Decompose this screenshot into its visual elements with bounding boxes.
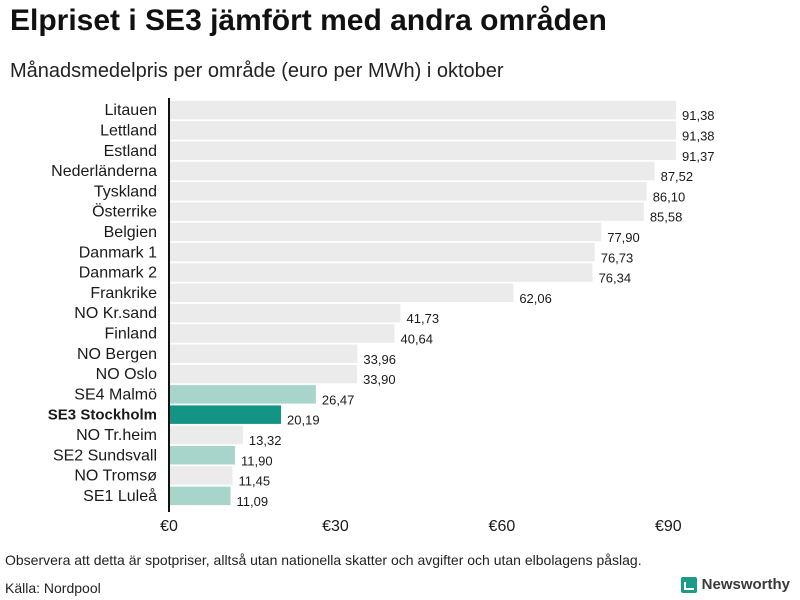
bar-chart: Litauen Lettland Estland Nederländerna Tyskl… <box>48 98 715 535</box>
bar <box>169 303 401 323</box>
value-label: 91,38 <box>682 128 715 143</box>
bar <box>169 344 358 363</box>
bar <box>169 100 677 120</box>
value-label: 86,10 <box>653 189 686 204</box>
category-label: SE4 Malmö <box>74 386 157 403</box>
value-label: 77,90 <box>607 230 640 245</box>
value-label: 33,90 <box>363 372 396 387</box>
bar <box>169 202 644 221</box>
category-label: NO Oslo <box>96 366 157 383</box>
category-label: NO Kr.sand <box>74 305 157 322</box>
bar <box>169 263 593 282</box>
category-label: NO Tr.heim <box>76 427 157 444</box>
value-label: 41,73 <box>407 311 440 326</box>
value-label: 11,90 <box>241 453 273 468</box>
bar <box>169 405 282 424</box>
value-label: 91,38 <box>682 108 715 123</box>
category-label: Lettland <box>100 122 157 139</box>
brand-name: Newsworthy <box>701 576 790 593</box>
category-labels-layer: Litauen Lettland Estland Nederländerna Tyskl… <box>48 102 157 505</box>
newsworthy-logo-icon <box>680 576 697 593</box>
category-label: Danmark 2 <box>79 265 157 282</box>
x-tick-label: €60 <box>489 518 516 535</box>
bar <box>169 446 236 465</box>
chart-subtitle: Månadsmedelpris per område (euro per MWh… <box>10 60 504 82</box>
bar <box>169 182 647 201</box>
category-label: Estland <box>104 143 157 160</box>
category-label: NO Tromsø <box>74 468 157 485</box>
bar <box>169 283 514 303</box>
bar <box>169 385 316 404</box>
value-label: 85,58 <box>650 210 683 225</box>
footnote: Observera att detta är spotpriser, allts… <box>5 552 642 568</box>
bar <box>169 243 595 262</box>
bar <box>169 121 677 140</box>
category-label: Danmark 1 <box>79 244 157 261</box>
x-axis: €0 €30 €60 €90 <box>160 98 682 535</box>
value-label: 91,37 <box>682 149 715 164</box>
category-label: Litauen <box>105 102 158 119</box>
category-label: Frankrike <box>90 285 157 302</box>
category-label: Finland <box>105 325 157 342</box>
value-label: 20,19 <box>287 413 320 428</box>
value-label: 11,09 <box>237 494 269 509</box>
category-label: NO Bergen <box>77 346 157 363</box>
bar <box>169 222 602 242</box>
bar <box>169 466 233 485</box>
value-label: 62,06 <box>519 291 552 306</box>
value-label: 76,73 <box>601 250 634 265</box>
value-label: 33,96 <box>363 352 396 367</box>
value-label: 11,45 <box>239 474 271 489</box>
brand-logo: Newsworthy <box>680 576 790 593</box>
bar <box>169 141 676 160</box>
category-label: SE2 Sundsvall <box>53 447 157 464</box>
value-label: 26,47 <box>322 392 355 407</box>
value-label: 87,52 <box>661 169 694 184</box>
chart-title: Elpriset i SE3 jämfört med andra områden <box>10 4 607 37</box>
bar <box>169 486 231 506</box>
category-label: Tyskland <box>94 183 157 200</box>
bar <box>169 324 395 343</box>
bar <box>169 161 655 181</box>
category-label: SE3 Stockholm <box>48 407 157 424</box>
value-label: 76,34 <box>599 271 632 286</box>
bars-layer <box>169 100 677 506</box>
category-label: Belgien <box>104 224 157 241</box>
source-note: Källa: Nordpool <box>5 580 101 596</box>
bar <box>169 425 243 445</box>
x-tick-label: €0 <box>160 518 178 535</box>
x-tick-label: €30 <box>322 518 349 535</box>
value-label: 40,64 <box>400 331 433 346</box>
bar <box>169 364 358 384</box>
x-tick-label: €90 <box>655 518 682 535</box>
category-label: SE1 Luleå <box>83 487 157 505</box>
value-label: 13,32 <box>249 433 282 448</box>
category-label: Nederländerna <box>51 163 157 180</box>
value-labels-layer: 91,38 91,38 91,37 87,52 86,10 85,58 77,90 76,73… <box>237 108 715 509</box>
category-label: Österrike <box>92 203 157 221</box>
